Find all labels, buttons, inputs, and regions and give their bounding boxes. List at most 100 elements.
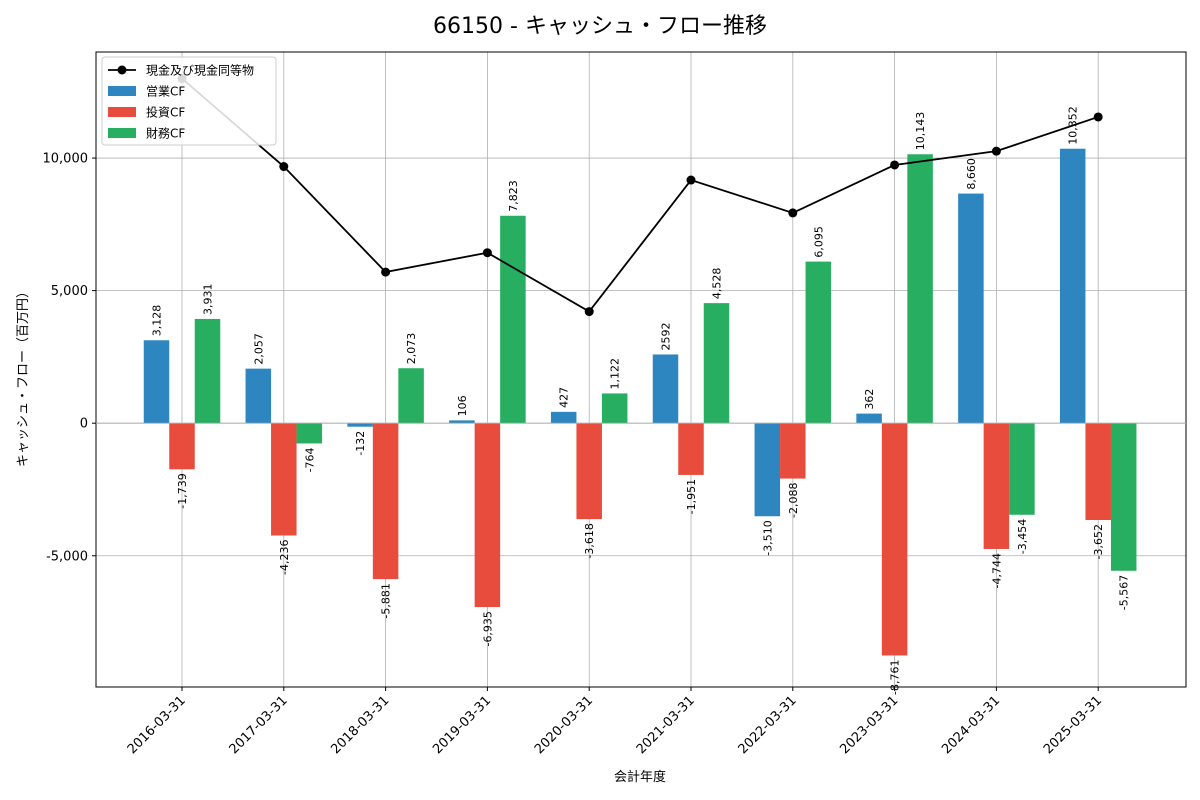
bar-1-0	[143, 340, 170, 424]
y-tick-label: -5,000	[46, 549, 88, 564]
chart-title: 66150 - キャッシュ・フロー推移	[433, 14, 767, 39]
bar-value-label: -1,739	[176, 473, 189, 508]
legend-label: 営業CF	[146, 85, 185, 99]
x-tick-label: 2022-03-31	[736, 693, 800, 757]
bar-value-label: 106	[456, 395, 469, 416]
bar-2-4	[576, 423, 602, 520]
bar-3-5	[703, 303, 730, 424]
cash-point	[686, 175, 696, 185]
bar-1-1	[245, 368, 272, 424]
legend-swatch	[108, 128, 136, 138]
legend-label: 投資CF	[146, 105, 185, 120]
bar-2-5	[678, 423, 704, 475]
bar-value-label: 3,128	[151, 305, 164, 337]
legend-marker	[117, 65, 127, 75]
data-labels: 3,128 2,057 -132 106 427 2592 -3,510 362 8,660 10…	[151, 106, 1131, 695]
y-tick-label: 5,000	[51, 284, 88, 299]
x-tick-label: 2021-03-31	[634, 693, 698, 757]
cash-point	[584, 307, 594, 317]
bar-value-label: -6,935	[481, 611, 494, 646]
bar-3-4	[601, 393, 628, 424]
legend-swatch	[108, 107, 136, 117]
bar-3-7	[907, 154, 933, 424]
bar-1-2	[347, 423, 373, 427]
x-tick-label: 2020-03-31	[532, 693, 596, 757]
bar-2-7	[881, 423, 908, 656]
bar-value-label: -5,881	[380, 583, 393, 618]
grid-lines	[96, 52, 1186, 687]
x-tick-label: 2019-03-31	[430, 693, 494, 757]
bar-1-6	[754, 423, 781, 517]
bar-value-label: -3,510	[761, 520, 774, 555]
bar-3-8	[1009, 423, 1035, 515]
bar-2-0	[169, 423, 195, 470]
bar-value-label: 3,931	[202, 283, 215, 315]
y-tick-label: 10,000	[43, 152, 89, 167]
bar-value-label: -4,744	[990, 553, 1003, 588]
bar-3-1	[296, 423, 323, 444]
bar-3-2	[398, 368, 424, 424]
bar-2-2	[372, 423, 399, 580]
bars	[143, 148, 1137, 656]
x-tick-label: 2018-03-31	[328, 693, 392, 757]
cash-point	[890, 160, 900, 170]
bar-2-1	[271, 423, 297, 536]
x-axis-label: 会計年度	[614, 769, 666, 785]
bar-2-6	[780, 423, 806, 479]
legend-label: 現金及び現金同等物	[146, 63, 254, 78]
cash-point	[991, 146, 1001, 156]
bar-3-6	[805, 261, 832, 424]
bar-1-7	[856, 413, 882, 424]
bar-value-label: 2592	[660, 322, 673, 350]
x-tick-label: 2017-03-31	[227, 693, 291, 757]
legend-box	[101, 56, 277, 146]
bar-value-label: -4,236	[278, 540, 291, 575]
cash-point	[381, 267, 391, 277]
legend-label: 財務CF	[146, 126, 185, 141]
x-tick-label: 2025-03-31	[1041, 693, 1105, 757]
bar-2-9	[1085, 423, 1111, 521]
bar-value-label: 10,143	[914, 112, 927, 151]
bar-1-5	[652, 354, 679, 424]
cash-point	[788, 208, 798, 218]
bar-value-label: 2,073	[405, 333, 418, 365]
bar-3-3	[500, 215, 526, 424]
bar-1-3	[449, 420, 475, 424]
legend-swatch	[108, 86, 136, 96]
bar-1-9	[1059, 148, 1086, 424]
bar-value-label: -3,454	[1016, 519, 1029, 554]
x-tick-label: 2016-03-31	[125, 693, 189, 757]
bar-value-label: -1,951	[685, 479, 698, 514]
cash-line	[181, 77, 1099, 313]
bar-value-label: 362	[863, 389, 876, 410]
bar-value-label: 4,528	[711, 268, 724, 300]
bar-3-9	[1110, 423, 1137, 571]
bar-value-label: 427	[558, 387, 571, 408]
bar-value-label: -5,567	[1118, 575, 1131, 610]
bar-value-label: 1,122	[609, 358, 622, 390]
cash-point	[1093, 112, 1103, 122]
bar-1-8	[958, 193, 984, 424]
y-tick-label: 0	[80, 417, 88, 432]
y-axis-label: キャッシュ・フロー（百万円）	[16, 285, 31, 467]
bar-value-label: 6,095	[812, 226, 825, 258]
bar-3-0	[194, 318, 221, 424]
bar-value-label: -3,652	[1092, 524, 1105, 559]
x-tick-label: 2024-03-31	[939, 693, 1003, 757]
x-tick-label: 2023-03-31	[837, 693, 901, 757]
bar-value-label: -2,088	[787, 483, 800, 518]
bar-value-label: -3,618	[583, 523, 596, 558]
cash-point	[279, 162, 289, 172]
bar-value-label: -8,761	[889, 659, 902, 694]
bar-value-label: -132	[354, 431, 367, 456]
bar-value-label: 2,057	[252, 333, 265, 365]
cash-point	[482, 248, 492, 258]
bar-2-8	[983, 423, 1010, 549]
bar-value-label: 7,823	[507, 180, 520, 212]
bar-value-label: -764	[303, 447, 316, 472]
bar-2-3	[474, 423, 501, 608]
plot-frame	[95, 51, 1187, 688]
